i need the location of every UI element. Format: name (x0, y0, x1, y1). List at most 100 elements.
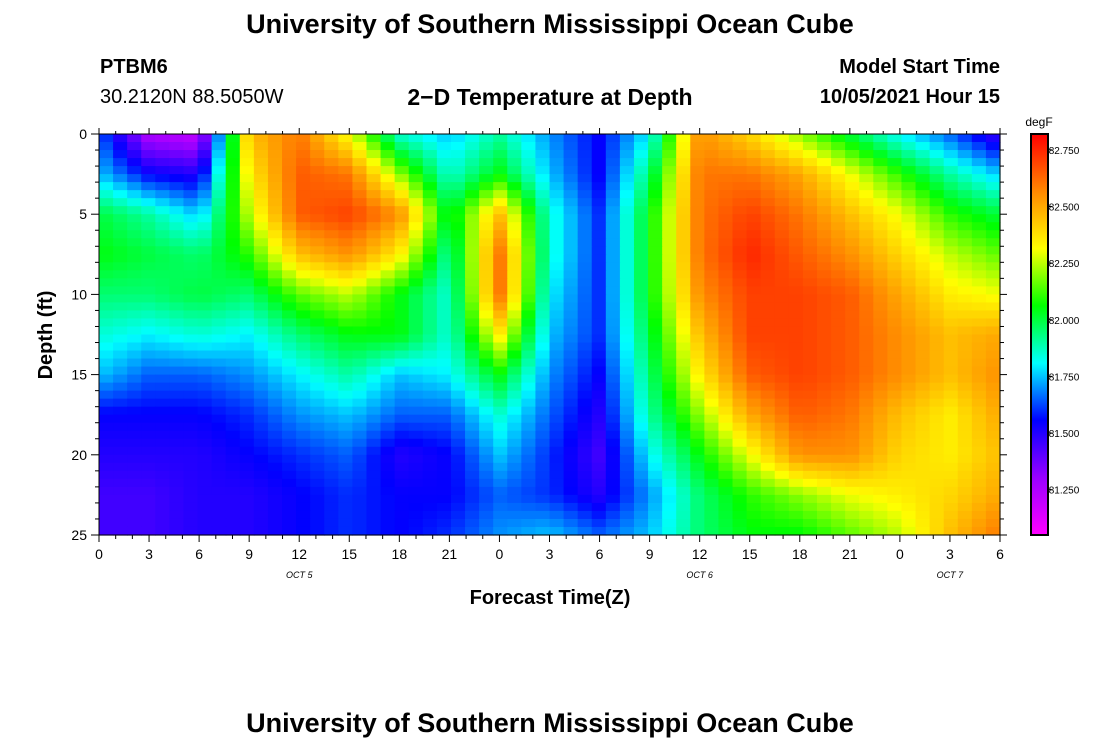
heatmap-cell (887, 198, 903, 207)
heatmap-cell (380, 294, 396, 304)
heatmap-cell (338, 406, 354, 416)
heatmap-cell (816, 462, 832, 472)
heatmap-cell (732, 254, 748, 263)
heatmap-cell (901, 230, 917, 239)
page-title: University of Southern Mississippi Ocean… (246, 9, 854, 39)
heatmap-cell (788, 478, 804, 488)
heatmap-cell (901, 334, 917, 344)
x-date-label: OCT 5 (286, 570, 313, 580)
heatmap-cell (521, 182, 537, 191)
heatmap-cell (887, 502, 903, 512)
heatmap-cell (408, 470, 424, 480)
heatmap-cell (676, 270, 691, 279)
heatmap-cell (465, 222, 480, 231)
heatmap-cell (873, 294, 888, 304)
heatmap-cell (352, 246, 368, 255)
heatmap-cell (943, 518, 959, 528)
heatmap-cell (662, 134, 677, 143)
heatmap-cell (253, 278, 269, 287)
heatmap-cell (465, 366, 480, 376)
heatmap-cell (338, 166, 354, 175)
heatmap-cell (141, 462, 156, 472)
heatmap-cell (788, 374, 804, 384)
heatmap-cell (267, 358, 283, 368)
heatmap-cell (493, 486, 508, 496)
heatmap-cell (267, 438, 283, 448)
heatmap-cell (197, 174, 213, 183)
heatmap-cell (676, 358, 691, 368)
heatmap-cell (535, 502, 551, 512)
heatmap-cell (845, 302, 860, 312)
heatmap-cell (971, 278, 987, 287)
heatmap-cell (183, 326, 199, 336)
heatmap-cell (816, 294, 832, 304)
heatmap-cell (802, 262, 818, 271)
heatmap-cell (662, 334, 677, 344)
heatmap-cell (141, 230, 156, 239)
heatmap-cell (267, 502, 283, 512)
heatmap-cell (662, 486, 677, 496)
heatmap-cell (802, 462, 818, 472)
heatmap-cell (845, 206, 860, 215)
heatmap-cell (929, 142, 945, 151)
heatmap-cell (310, 150, 325, 159)
heatmap-cell (450, 486, 466, 496)
heatmap-cell (493, 246, 508, 255)
heatmap-cell (760, 262, 776, 271)
heatmap-cell (929, 446, 945, 456)
colorbar-tick-label: 81.500 (1049, 429, 1080, 440)
heatmap-cell (366, 246, 382, 255)
heatmap-cell (352, 198, 368, 207)
heatmap-cell (831, 526, 846, 536)
heatmap-cell (633, 526, 649, 536)
heatmap-cell (338, 470, 354, 480)
heatmap-cell (633, 470, 649, 480)
heatmap-cell (859, 486, 874, 496)
heatmap-cell (310, 286, 325, 295)
heatmap-cell (507, 486, 522, 496)
heatmap-cell (436, 422, 452, 432)
heatmap-cell (155, 494, 170, 504)
heatmap-cell (352, 366, 368, 376)
heatmap-cell (957, 422, 973, 432)
heatmap-cell (507, 326, 522, 336)
heatmap-cell (169, 318, 185, 328)
heatmap-cell (760, 446, 776, 456)
heatmap-cell (465, 230, 480, 239)
heatmap-cell (127, 510, 142, 520)
heatmap-cell (422, 270, 438, 279)
heatmap-cell (141, 518, 156, 528)
heatmap-cell (239, 294, 255, 304)
heatmap-cell (535, 150, 551, 159)
heatmap-cell (873, 222, 888, 231)
heatmap-cell (957, 494, 973, 504)
y-tick-label: 0 (79, 126, 87, 142)
heatmap-cell (591, 174, 607, 183)
heatmap-cell (225, 190, 241, 199)
heatmap-cell (901, 214, 917, 223)
heatmap-cell (141, 366, 156, 376)
heatmap-cell (873, 214, 888, 223)
x-tick-label: 0 (95, 546, 103, 562)
heatmap-cell (282, 510, 297, 520)
heatmap-cell (633, 358, 649, 368)
heatmap-cell (774, 166, 790, 175)
heatmap-cell (845, 270, 860, 279)
heatmap-cell (802, 278, 818, 287)
heatmap-cell (929, 494, 945, 504)
heatmap-cell (985, 246, 1001, 255)
heatmap-cell (718, 142, 734, 151)
heatmap-cell (155, 366, 170, 376)
heatmap-cell (802, 142, 818, 151)
heatmap-cell (831, 414, 846, 424)
heatmap-cell (282, 198, 297, 207)
heatmap-cell (605, 478, 621, 488)
heatmap-cell (915, 510, 931, 520)
heatmap-cell (957, 246, 973, 255)
heatmap-cell (141, 238, 156, 247)
heatmap-cell (436, 470, 452, 480)
heatmap-cell (99, 158, 114, 167)
heatmap-cell (465, 478, 480, 488)
heatmap-cell (901, 302, 917, 312)
heatmap-cell (943, 214, 959, 223)
